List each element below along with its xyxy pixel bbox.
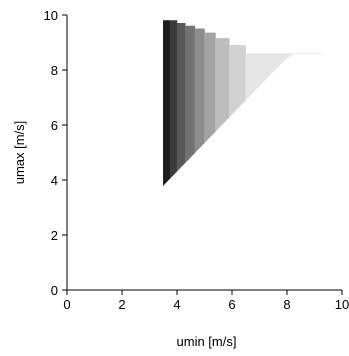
heatmap-band-1	[163, 20, 171, 187]
y-tick-label: 2	[51, 228, 58, 243]
heatmap-band-4	[185, 25, 196, 164]
y-ticks: 0 2 4 6 8 10	[44, 8, 67, 298]
x-tick-label: 0	[63, 297, 70, 312]
y-tick-label: 0	[51, 283, 58, 298]
y-tick-label: 6	[51, 118, 58, 133]
y-tick-label: 8	[51, 63, 58, 78]
heatmap-band-7	[215, 38, 230, 133]
x-tick-label: 10	[335, 297, 349, 312]
heatmap-band-8	[229, 45, 247, 118]
y-tick-label: 4	[51, 173, 58, 188]
x-tick-label: 6	[228, 297, 235, 312]
heatmap-band-5	[194, 28, 205, 154]
x-tick-label: 2	[118, 297, 125, 312]
x-axis-label: umin [m/s]	[177, 334, 237, 349]
heatmap-band-2	[169, 20, 178, 180]
axes	[66, 15, 342, 291]
y-axis-label: umax [m/s]	[12, 121, 27, 185]
heatmap-band-9	[245, 53, 323, 101]
x-tick-label: 4	[173, 297, 180, 312]
y-tick-label: 10	[44, 8, 58, 23]
x-ticks: 0 2 4 6 8 10	[63, 290, 349, 312]
heatmap-band-6	[204, 32, 216, 144]
heatmap-region	[163, 20, 323, 187]
x-tick-label: 8	[283, 297, 290, 312]
heatmap-band-3	[176, 23, 186, 172]
